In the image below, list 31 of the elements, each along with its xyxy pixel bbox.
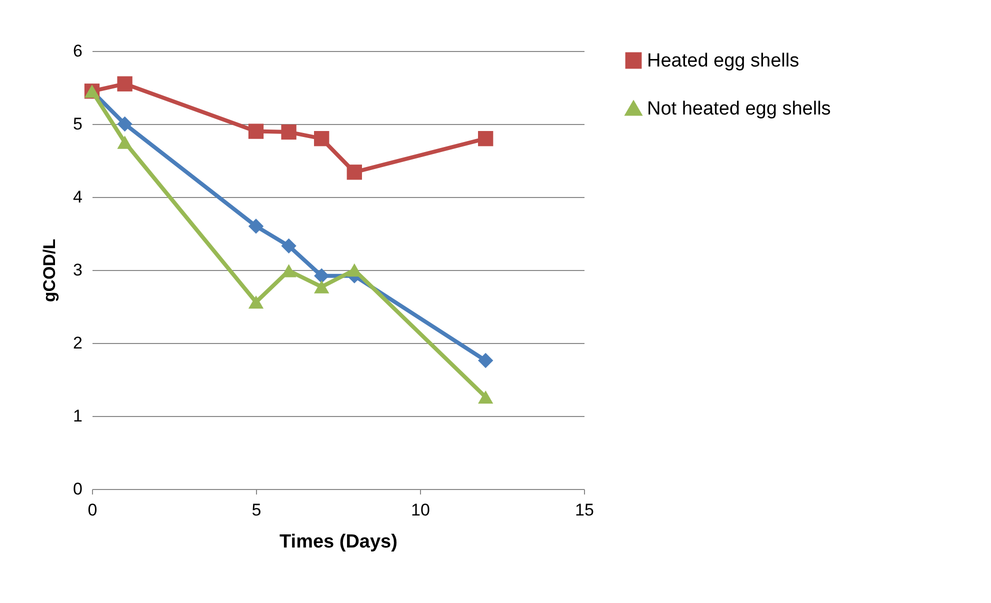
y-tick-label: 5 [73,114,82,134]
y-tick-label: 0 [73,480,82,498]
x-tick-label: 10 [411,500,430,520]
point [248,124,264,139]
y-tick-label: 4 [73,188,82,206]
point [346,164,362,180]
point [117,76,132,92]
point [248,218,264,234]
legend-label: Not heated egg shells [647,98,831,120]
x-tick-label: 15 [575,500,594,520]
point [478,352,494,368]
point [346,263,362,277]
point [314,131,330,146]
x-tick-label: 5 [252,500,262,520]
y-tick-label: 1 [73,406,82,426]
y-tick-label: 3 [73,260,82,280]
y-tick-label: 2 [73,334,82,352]
legend-label: Heated egg shells [647,50,800,72]
point [281,238,296,254]
x-axis-title: Times (Days) [280,532,398,552]
point [314,280,330,294]
y-tick-label: 6 [73,42,82,60]
point [281,124,296,140]
x-tick-label: 0 [88,500,98,520]
point [478,131,494,146]
point [248,296,264,309]
point [314,268,330,284]
point [117,136,132,149]
point [117,116,132,132]
y-axis-title: gCOD/L [40,238,60,302]
point [478,390,494,404]
